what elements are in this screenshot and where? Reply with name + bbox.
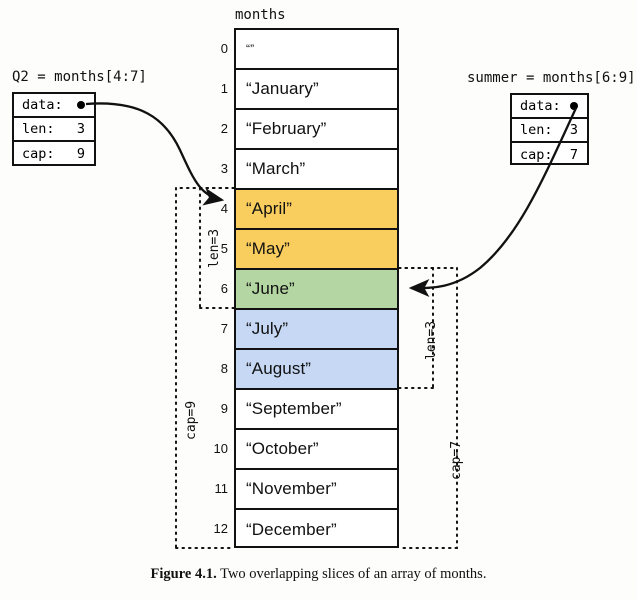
array-cell-value: “September”: [246, 399, 342, 418]
array-index-1: 1: [220, 81, 228, 96]
array-index-3: 3: [220, 161, 228, 176]
array-cell-9: “September”: [236, 390, 397, 430]
summer-field-cap-label: cap:: [520, 147, 553, 163]
array-cell-3: “March”: [236, 150, 397, 190]
figure-caption-number: Figure 4.1.: [150, 566, 217, 582]
q2-pointer-arrow: [85, 102, 225, 206]
months-array: “” “January” “February” “March” “April” “May”…: [234, 28, 399, 548]
summer-cap-bracket: [398, 267, 458, 549]
summer-cap-bracket-label: cap=7: [449, 440, 464, 480]
array-index-6: 6: [220, 281, 228, 296]
array-cell-11: “November”: [236, 470, 397, 510]
array-cell-value: “March”: [246, 159, 306, 178]
array-cell-2: “February”: [236, 110, 397, 150]
array-cell-10: “October”: [236, 430, 397, 470]
summer-field-data: data:: [512, 95, 587, 119]
q2-slice-title: Q2 = months[4:7]: [12, 69, 147, 85]
summer-slice-struct: data: len: 3 cap: 7: [510, 93, 589, 165]
q2-pointer-dot-icon: [77, 101, 85, 109]
array-index-12: 12: [213, 521, 228, 536]
q2-field-len-label: len:: [22, 121, 55, 137]
array-cell-value: “June”: [246, 279, 295, 298]
array-index-4: 4: [220, 201, 228, 216]
array-cell-4: “April”: [236, 190, 397, 230]
array-cell-8: “August”: [236, 350, 397, 390]
summer-field-len-label: len:: [520, 122, 553, 138]
q2-cap-bracket-label: cap=9: [184, 400, 199, 440]
array-cell-value: “February”: [246, 119, 327, 138]
array-cell-7: “July”: [236, 310, 397, 350]
array-cell-value: “May”: [246, 239, 290, 258]
array-cell-6: “June”: [236, 270, 397, 310]
array-cell-value: “December”: [246, 520, 337, 539]
summer-pointer-dot-icon: [570, 102, 578, 110]
q2-field-len: len: 3: [14, 118, 94, 142]
summer-field-len-value: 3: [569, 122, 578, 138]
array-cell-12: “December”: [236, 510, 397, 550]
q2-field-cap-label: cap:: [22, 146, 55, 162]
q2-slice-struct: data: len: 3 cap: 9: [12, 92, 96, 166]
array-index-5: 5: [220, 241, 228, 256]
array-index-10: 10: [213, 441, 228, 456]
q2-field-data: data:: [14, 94, 94, 118]
array-index-2: 2: [220, 121, 228, 136]
array-cell-value: “July”: [246, 319, 289, 338]
summer-field-cap: cap: 7: [512, 143, 587, 167]
q2-field-cap: cap: 9: [14, 142, 94, 166]
array-cell-1: “January”: [236, 70, 397, 110]
array-cell-value: “”: [246, 42, 255, 56]
summer-field-cap-value: 7: [569, 147, 578, 163]
array-index-11: 11: [214, 481, 229, 496]
array-cell-value: “January”: [246, 79, 319, 98]
q2-field-data-label: data:: [22, 97, 63, 113]
array-cell-0: “”: [236, 30, 397, 70]
array-cell-value: “November”: [246, 479, 337, 498]
array-index-9: 9: [220, 401, 228, 416]
array-index-7: 7: [220, 321, 228, 336]
summer-field-len: len: 3: [512, 119, 587, 143]
summer-len-bracket-label: len=3: [424, 320, 439, 360]
array-cell-5: “May”: [236, 230, 397, 270]
array-index-8: 8: [220, 361, 228, 376]
array-cell-value: “April”: [246, 199, 293, 218]
figure-caption-text: Two overlapping slices of an array of mo…: [220, 566, 487, 582]
array-cell-value: “August”: [246, 359, 312, 378]
array-label: months: [235, 7, 286, 23]
figure-caption: Figure 4.1. Two overlapping slices of an…: [0, 566, 637, 583]
summer-slice-title: summer = months[6:9]: [467, 70, 636, 86]
q2-field-cap-value: 9: [76, 146, 85, 162]
array-cell-value: “October”: [246, 439, 319, 458]
q2-len-bracket-label: len=3: [207, 228, 222, 268]
q2-field-len-value: 3: [76, 121, 85, 137]
summer-field-data-label: data:: [520, 98, 561, 114]
array-index-0: 0: [220, 41, 228, 56]
